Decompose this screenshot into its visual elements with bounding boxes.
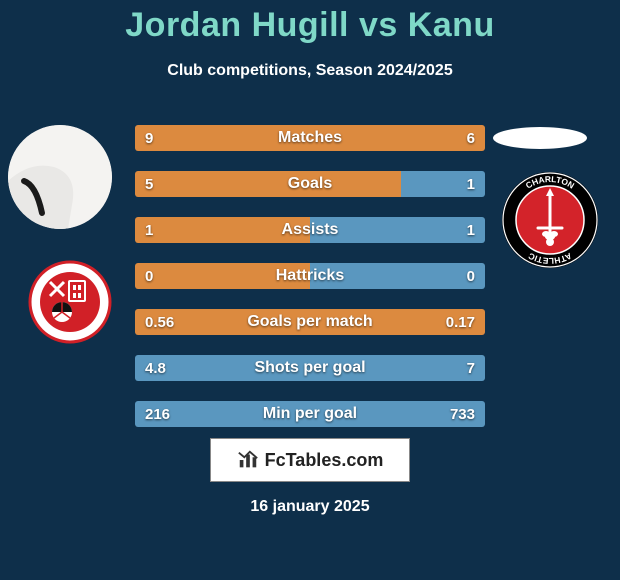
- club-crest-icon: CHARLTON ATHLETIC: [500, 170, 600, 270]
- stat-row: Goals per match0.56 0.17: [135, 309, 485, 335]
- page-title: Jordan Hugill vs Kanu: [0, 6, 620, 45]
- rotherham-united-badge: [28, 260, 112, 344]
- bar-chart-icon: [237, 449, 259, 471]
- generation-date: 16 january 2025: [0, 498, 620, 516]
- fctables-label: FcTables.com: [265, 450, 384, 471]
- stat-row: Shots per goal4.8 7: [135, 355, 485, 381]
- stat-value-right: 6: [467, 125, 475, 151]
- stat-row: Hattricks0 0: [135, 263, 485, 289]
- stat-value-left: 0.56: [145, 309, 174, 335]
- stat-value-left: 4.8: [145, 355, 166, 381]
- stat-label: Goals per match: [135, 309, 485, 335]
- stat-value-right: 0: [467, 263, 475, 289]
- stat-row: Assists1 1: [135, 217, 485, 243]
- stat-value-left: 0: [145, 263, 153, 289]
- player-right-marker: [493, 127, 587, 149]
- stat-label: Shots per goal: [135, 355, 485, 381]
- stat-label: Assists: [135, 217, 485, 243]
- stat-label: Matches: [135, 125, 485, 151]
- stat-value-left: 1: [145, 217, 153, 243]
- stat-row: Min per goal216 733: [135, 401, 485, 427]
- stat-value-left: 216: [145, 401, 170, 427]
- stat-row: Goals5 1: [135, 171, 485, 197]
- stat-label: Hattricks: [135, 263, 485, 289]
- stat-value-right: 1: [467, 171, 475, 197]
- stat-label: Goals: [135, 171, 485, 197]
- player-left-avatar: [8, 125, 112, 229]
- stat-value-right: 7: [467, 355, 475, 381]
- stat-value-left: 5: [145, 171, 153, 197]
- stat-value-right: 733: [450, 401, 475, 427]
- stats-comparison-bars: Matches96Goals51Assists11Hattricks00Goal…: [135, 125, 485, 447]
- stat-row: Matches9 6: [135, 125, 485, 151]
- subtitle: Club competitions, Season 2024/2025: [0, 62, 620, 80]
- player-photo-placeholder-icon: [8, 125, 112, 229]
- fctables-watermark: FcTables.com: [210, 438, 410, 482]
- charlton-athletic-badge: CHARLTON ATHLETIC: [500, 170, 600, 270]
- stat-value-left: 9: [145, 125, 153, 151]
- stat-label: Min per goal: [135, 401, 485, 427]
- club-crest-icon: [28, 260, 112, 344]
- stat-value-right: 1: [467, 217, 475, 243]
- stat-value-right: 0.17: [446, 309, 475, 335]
